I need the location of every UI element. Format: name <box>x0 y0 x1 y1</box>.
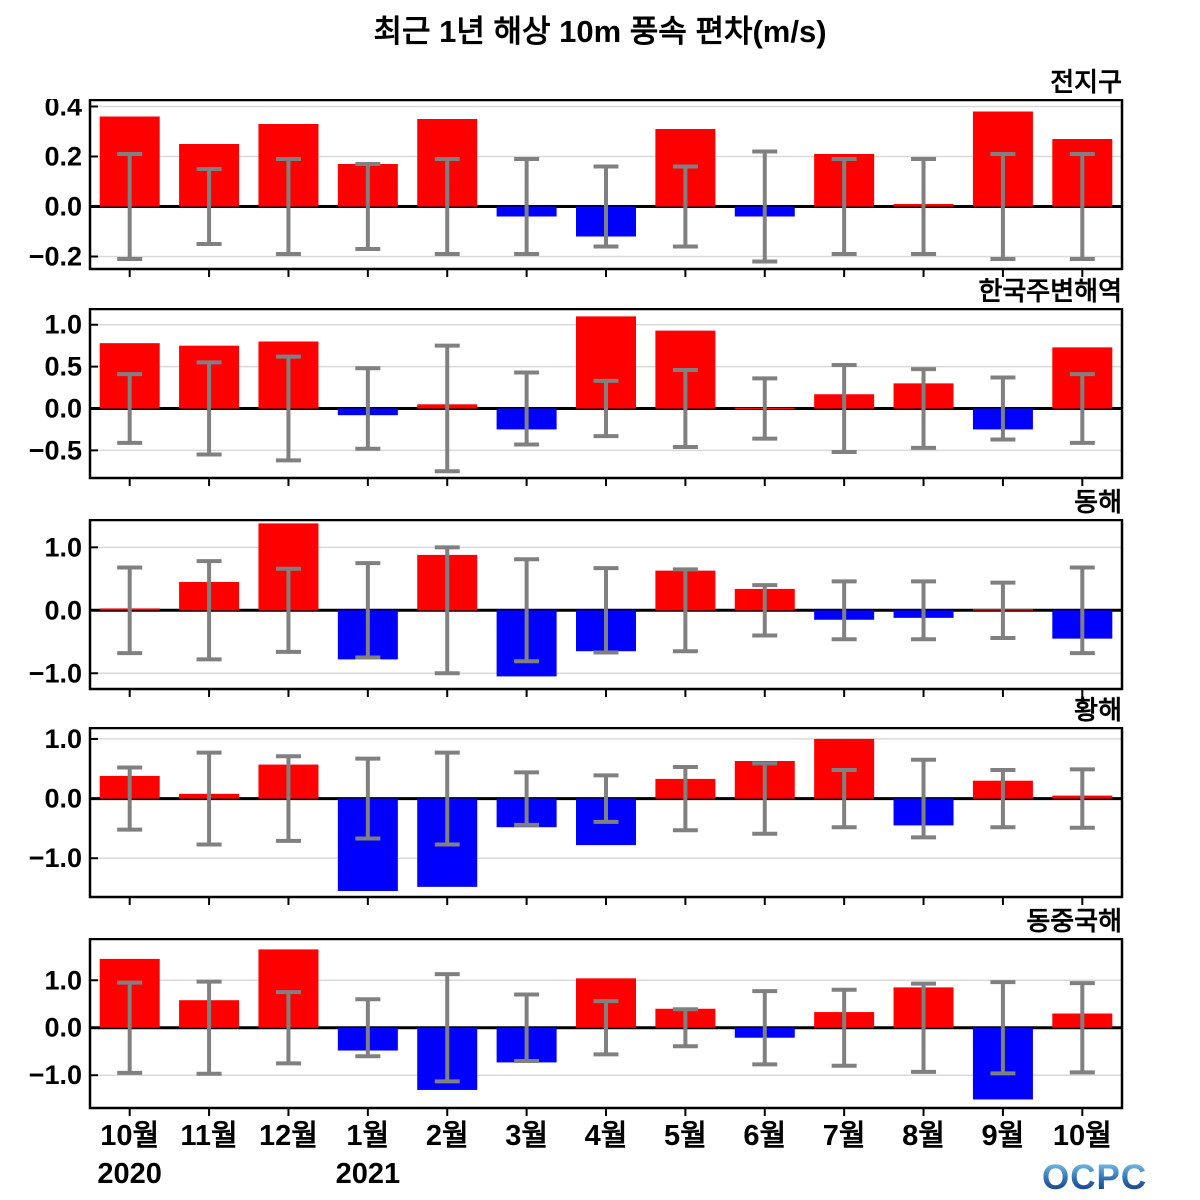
panel-plot: 1.0 0.0 −1.0 <box>29 727 1124 905</box>
y-tick-label: 0.0 <box>44 393 82 423</box>
panel-plot: 0.4 0.2 0.0 −0.2 <box>29 99 1124 277</box>
year-label: 2021 <box>335 1158 401 1190</box>
month-label: 8월 <box>902 1120 945 1152</box>
month-label: 5월 <box>663 1120 707 1152</box>
month-label: 6월 <box>743 1120 787 1152</box>
y-tick-label: −0.5 <box>29 435 82 465</box>
month-label: 10월 <box>1052 1120 1112 1152</box>
y-tick-label: 0.0 <box>44 1013 82 1043</box>
y-tick-label: −0.2 <box>29 242 82 272</box>
panel-region-label: 황해 <box>1074 695 1122 725</box>
ocpc-logo: OCPC <box>1042 1158 1147 1197</box>
month-label: 1월 <box>346 1120 390 1152</box>
y-tick-label: −1.0 <box>29 658 82 688</box>
month-label: 11월 <box>180 1120 238 1152</box>
y-tick-label: 1.0 <box>44 727 82 754</box>
panel-plot: 1.0 0.0 −1.0 <box>29 938 1124 1116</box>
month-label: 10월 <box>100 1120 160 1152</box>
y-tick-label: 0.5 <box>44 352 82 382</box>
panel-region-label: 한국주변해역 <box>978 276 1122 306</box>
y-tick-label: 1.0 <box>44 310 82 340</box>
year-label: 2020 <box>97 1158 162 1190</box>
y-tick-label: 0.4 <box>44 99 82 122</box>
panel-plot: 1.0 0.0 −1.0 <box>29 519 1124 697</box>
month-label: 4월 <box>584 1120 628 1152</box>
y-tick-label: 0.0 <box>44 784 82 814</box>
panel-region-label: 동중국해 <box>1026 906 1122 936</box>
y-tick-label: 1.0 <box>44 965 82 995</box>
panel-plot: 1.0 0.5 0.0 −0.5 <box>29 308 1124 486</box>
y-tick-label: 0.0 <box>44 192 82 222</box>
chart-title: 최근 1년 해상 10m 풍속 편차(m/s) <box>373 14 827 49</box>
panel-region-label: 동해 <box>1074 487 1122 517</box>
y-tick-label: −1.0 <box>29 1060 82 1090</box>
month-label: 3월 <box>505 1120 549 1152</box>
month-label: 2월 <box>425 1120 469 1152</box>
y-tick-label: −1.0 <box>29 843 82 873</box>
y-tick-label: 0.0 <box>44 595 82 625</box>
month-label: 12월 <box>258 1120 318 1152</box>
ocpc-logo-text: OCPC <box>1042 1158 1147 1197</box>
panel-region-label: 전지구 <box>1050 67 1122 97</box>
y-tick-label: 1.0 <box>44 532 82 562</box>
month-label: 7월 <box>822 1120 866 1152</box>
month-label: 9월 <box>981 1120 1025 1152</box>
y-tick-label: 0.2 <box>44 142 82 172</box>
